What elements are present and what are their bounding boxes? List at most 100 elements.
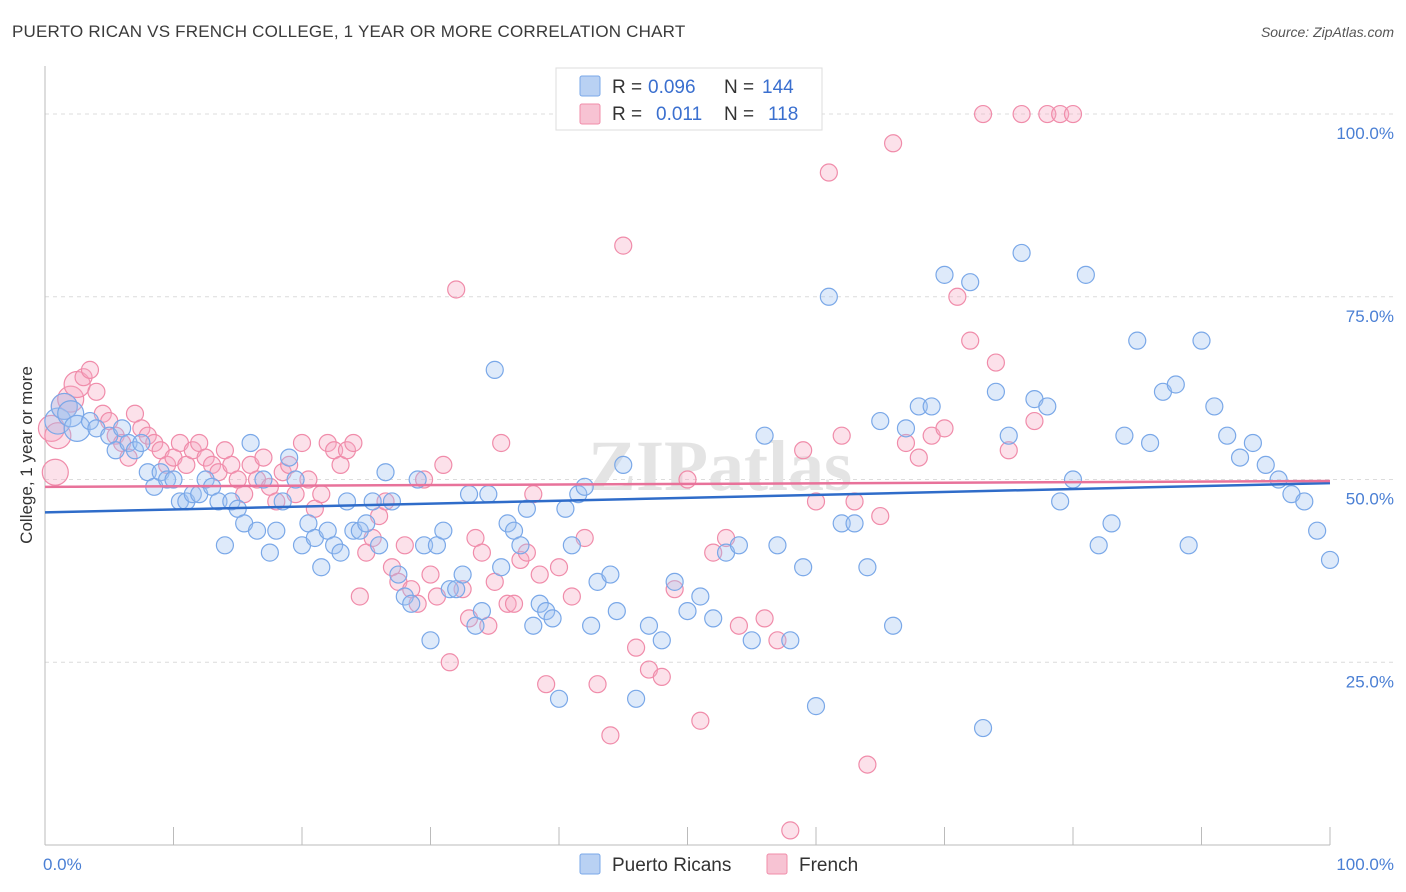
puerto-ricans-point-72 (524, 616, 543, 635)
puerto-ricans-point-130 (1205, 397, 1224, 416)
puerto-ricans-point-88 (652, 631, 671, 650)
legend-r-label-1: R = (612, 104, 642, 125)
french-point-119 (1063, 104, 1083, 124)
legend-r-value-puerto-ricans: 0.096 (648, 77, 696, 98)
french-point-93 (729, 616, 749, 635)
y-axis-label: College, 1 year or more (17, 366, 36, 544)
legend-swatch-puerto-ricans (579, 75, 601, 97)
french-point-59 (414, 470, 434, 489)
french-point-114 (999, 441, 1018, 460)
french-point-41 (299, 470, 318, 489)
puerto-ricans-point-39 (312, 558, 331, 577)
puerto-ricans-point-59 (440, 580, 459, 599)
french-point-103 (858, 755, 877, 774)
legend-n-value-french: 118 (768, 104, 798, 125)
french-point-106 (896, 433, 916, 453)
legend-swatch-french (579, 103, 601, 125)
axes (44, 66, 1331, 846)
puerto-ricans-point-43 (337, 492, 357, 511)
french-point-63 (440, 653, 459, 672)
puerto-ricans-point-31 (260, 543, 279, 562)
puerto-ricans-point-104 (858, 558, 877, 577)
french-point-25 (196, 448, 215, 467)
puerto-ricans-point-52 (395, 587, 414, 606)
legend-n-label-1: N = (724, 104, 754, 125)
puerto-ricans-point-102 (832, 514, 851, 533)
puerto-ricans-point-49 (376, 463, 395, 482)
puerto-ricans-point-47 (363, 492, 382, 511)
puerto-ricans-point-3 (63, 414, 91, 442)
puerto-ricans-point-74 (537, 601, 556, 621)
bottom-legend-swatch-puerto-ricans (579, 853, 601, 875)
french-point-89 (678, 470, 697, 489)
series-puerto-ricans-points (44, 243, 1340, 738)
puerto-ricans-point-78 (562, 536, 581, 555)
puerto-ricans-point-62 (459, 485, 479, 504)
puerto-ricans-point-131 (1218, 426, 1237, 445)
puerto-ricans-point-128 (1179, 536, 1198, 555)
french-point-71 (492, 433, 511, 453)
puerto-ricans-point-30 (254, 470, 273, 489)
puerto-ricans-point-138 (1308, 521, 1327, 540)
puerto-ricans-point-89 (665, 572, 684, 591)
french-point-99 (806, 492, 826, 511)
puerto-ricans-point-65 (479, 485, 498, 504)
french-point-88 (665, 580, 684, 599)
puerto-ricans-point-87 (639, 616, 659, 635)
puerto-ricans-point-122 (1102, 514, 1121, 533)
puerto-ricans-point-83 (601, 565, 620, 584)
puerto-ricans-point-84 (607, 601, 626, 621)
french-point-16 (138, 426, 157, 445)
french-point-110 (948, 287, 967, 306)
y-tick-label-3: 100.0% (1336, 124, 1394, 143)
french-point-95 (755, 609, 774, 628)
french-point-101 (832, 426, 851, 445)
legend-n-label-0: N = (724, 77, 754, 98)
puerto-ricans-point-48 (370, 536, 389, 555)
french-point-102 (845, 492, 864, 511)
y-tick-label-1: 50.0% (1346, 490, 1394, 509)
puerto-ricans-point-129 (1192, 331, 1211, 350)
puerto-ricans-point-77 (556, 499, 575, 518)
puerto-ricans-point-125 (1140, 433, 1160, 453)
french-point-65 (453, 580, 472, 599)
puerto-ricans-point-29 (247, 521, 267, 540)
puerto-ricans-point-54 (408, 470, 427, 489)
french-point-111 (961, 331, 980, 350)
puerto-ricans-point-90 (678, 601, 697, 621)
puerto-ricans-point-100 (806, 697, 826, 716)
puerto-ricans-point-75 (543, 609, 562, 628)
french-point-40 (292, 433, 312, 453)
french-point-80 (562, 587, 581, 606)
bottom-legend-swatch-french (766, 853, 788, 875)
puerto-ricans-point-121 (1089, 536, 1108, 555)
puerto-ricans-point-139 (1320, 550, 1340, 570)
puerto-ricans-point-101 (819, 287, 838, 306)
puerto-ricans-point-127 (1166, 375, 1185, 394)
series-legend: Puerto Ricans French (579, 853, 858, 876)
puerto-ricans-point-120 (1076, 265, 1095, 284)
french-point-75 (517, 543, 536, 562)
french-point-49 (350, 587, 369, 606)
puerto-ricans-point-91 (691, 587, 710, 606)
puerto-ricans-point-4 (80, 411, 100, 431)
french-point-100 (819, 163, 838, 182)
puerto-ricans-point-16 (164, 470, 183, 489)
puerto-ricans-point-46 (357, 514, 376, 533)
french-point-68 (472, 543, 491, 562)
puerto-ricans-point-117 (1038, 397, 1057, 416)
french-trend-line (44, 479, 1331, 489)
french-point-72 (498, 594, 517, 613)
puerto-ricans-point-137 (1295, 492, 1314, 511)
legend-n-value-puerto-ricans: 144 (762, 77, 794, 98)
puerto-ricans-point-32 (267, 521, 286, 540)
french-point-116 (1025, 411, 1044, 431)
french-point-34 (254, 448, 273, 467)
french-point-1 (41, 458, 69, 486)
french-point-85 (626, 638, 646, 657)
french-point-78 (537, 675, 556, 694)
puerto-ricans-trend-line (44, 481, 1331, 514)
puerto-ricans-point-25 (222, 492, 241, 511)
puerto-ricans-point-105 (871, 411, 890, 431)
